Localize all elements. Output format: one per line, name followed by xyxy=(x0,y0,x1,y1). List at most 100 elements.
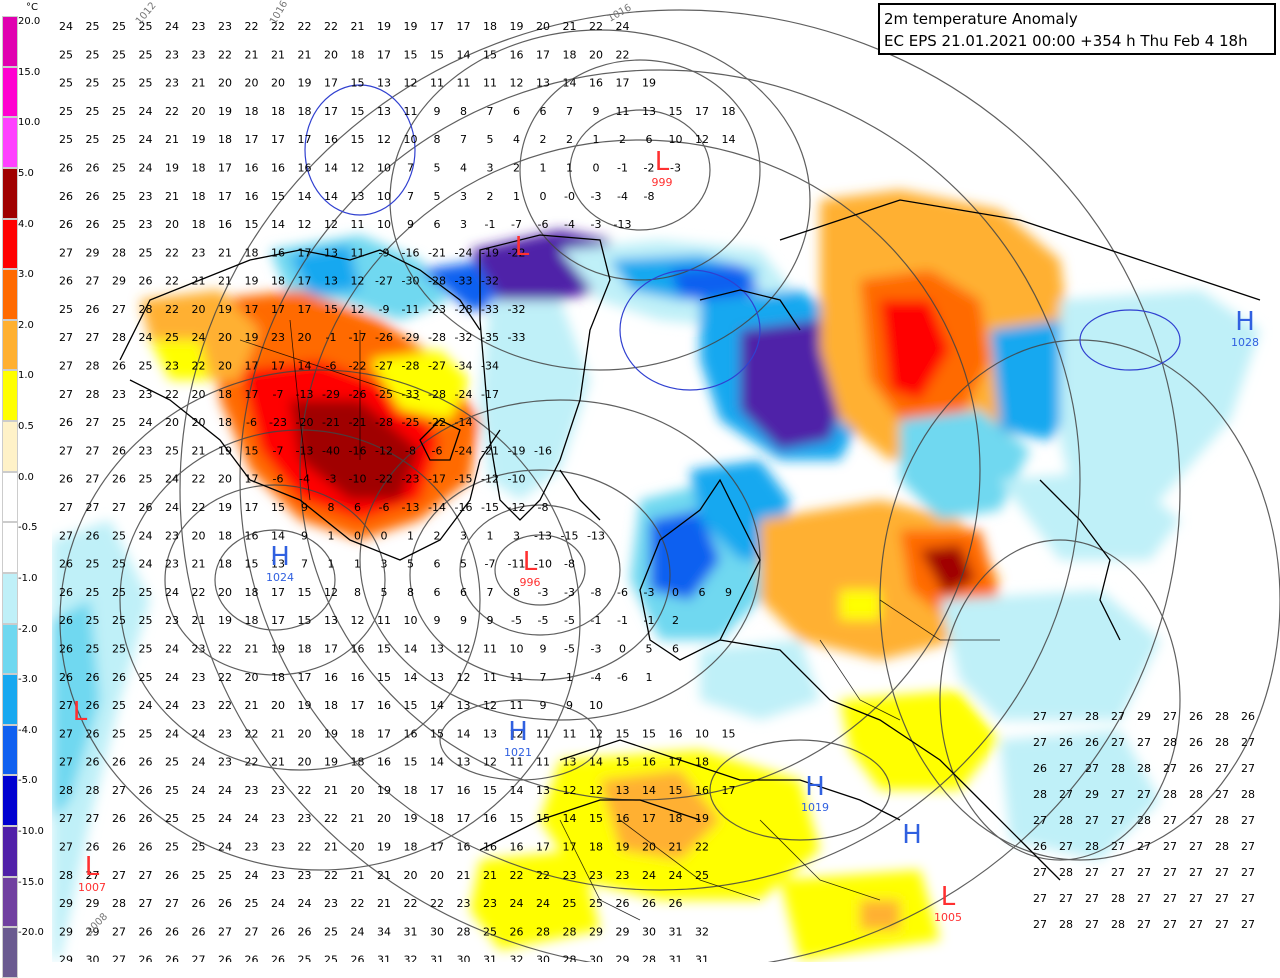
grid-value: 26 xyxy=(112,473,126,486)
grid-value: 32 xyxy=(695,925,709,938)
grid-value: 21 xyxy=(351,869,365,882)
grid-value: 29 xyxy=(616,954,630,962)
grid-value: 17 xyxy=(298,133,312,146)
grid-value: 26 xyxy=(669,897,683,910)
grid-value: 29 xyxy=(112,275,126,288)
grid-value: 11 xyxy=(563,727,577,740)
grid-value: 4 xyxy=(513,133,520,146)
grid-value: 26 xyxy=(112,360,126,373)
grid-value: 16 xyxy=(377,756,391,769)
grid-value: -5 xyxy=(564,642,575,655)
grid-value: 15 xyxy=(483,48,497,61)
grid-value: 1 xyxy=(540,161,547,174)
grid-value: 24 xyxy=(192,784,206,797)
legend-swatch xyxy=(2,218,18,270)
grid-value: 20 xyxy=(324,48,338,61)
grid-value: 27 xyxy=(1163,710,1177,723)
grid-value: 21 xyxy=(298,48,312,61)
grid-value: 15 xyxy=(642,727,656,740)
grid-value: -15 xyxy=(481,501,499,514)
grid-value: 14 xyxy=(324,161,338,174)
grid-value: 31 xyxy=(404,925,418,938)
grid-value: 20 xyxy=(218,586,232,599)
grid-value: 15 xyxy=(245,218,259,231)
grid-value: 22 xyxy=(404,897,418,910)
grid-value: 26 xyxy=(298,925,312,938)
grid-value: 6 xyxy=(434,218,441,231)
grid-value: 25 xyxy=(139,246,153,259)
grid-value: -33 xyxy=(455,275,473,288)
grid-value: 23 xyxy=(192,642,206,655)
grid-value: 17 xyxy=(377,727,391,740)
grid-value: 25 xyxy=(139,586,153,599)
grid-value: 20 xyxy=(271,77,285,90)
grid-value: 24 xyxy=(510,897,524,910)
grid-value: 7 xyxy=(540,671,547,684)
legend-label: 5.0 xyxy=(18,167,34,179)
grid-value: -13 xyxy=(587,529,605,542)
grid-value: 9 xyxy=(487,614,494,627)
grid-value: 14 xyxy=(722,133,736,146)
grid-value: 14 xyxy=(642,784,656,797)
grid-value: 27 xyxy=(112,784,126,797)
grid-value: 18 xyxy=(589,841,603,854)
grid-value: 25 xyxy=(112,699,126,712)
legend-swatch xyxy=(2,269,18,320)
grid-value: 22 xyxy=(245,727,259,740)
grid-value: 14 xyxy=(510,784,524,797)
grid-value: 25 xyxy=(139,642,153,655)
grid-value: 27 xyxy=(59,756,73,769)
grid-value: 23 xyxy=(165,360,179,373)
high-pressure-marker: H xyxy=(902,820,922,850)
grid-value: 28 xyxy=(1137,762,1151,775)
grid-value: 0 xyxy=(619,642,626,655)
grid-value: 14 xyxy=(563,812,577,825)
grid-value: -34 xyxy=(481,360,499,373)
grid-value: 27 xyxy=(192,954,206,962)
grid-value: 7 xyxy=(407,161,414,174)
grid-value: 23 xyxy=(271,784,285,797)
grid-value: 17 xyxy=(324,105,338,118)
grid-value: 17 xyxy=(430,20,444,33)
grid-value: 23 xyxy=(139,190,153,203)
grid-value: 16 xyxy=(483,812,497,825)
grid-value: -19 xyxy=(481,246,499,259)
grid-value: 12 xyxy=(324,586,338,599)
grid-value: 26 xyxy=(112,444,126,457)
grid-value: 24 xyxy=(642,869,656,882)
grid-value: -3 xyxy=(564,586,575,599)
grid-value: 27 xyxy=(1215,788,1229,801)
grid-value: 28 xyxy=(1163,788,1177,801)
grid-value: 27 xyxy=(1163,814,1177,827)
grid-value: 2 xyxy=(513,161,520,174)
grid-value: 17 xyxy=(536,48,550,61)
grid-value: 11 xyxy=(483,642,497,655)
grid-value: 1 xyxy=(513,190,520,203)
grid-value: -19 xyxy=(508,444,526,457)
grid-value: 19 xyxy=(192,133,206,146)
grid-value: -26 xyxy=(375,331,393,344)
grid-value: 26 xyxy=(86,841,100,854)
grid-value: 25 xyxy=(112,586,126,599)
grid-value: -34 xyxy=(455,360,473,373)
grid-value: 27 xyxy=(59,331,73,344)
grid-value: 15 xyxy=(271,501,285,514)
grid-value: 12 xyxy=(404,77,418,90)
grid-value: 13 xyxy=(536,784,550,797)
grid-value: 25 xyxy=(112,614,126,627)
grid-value: 23 xyxy=(218,727,232,740)
grid-value: 26 xyxy=(139,954,153,962)
grid-value: 23 xyxy=(192,48,206,61)
grid-value: 26 xyxy=(510,925,524,938)
grid-value: 29 xyxy=(1085,788,1099,801)
grid-value: -24 xyxy=(455,444,473,457)
grid-value: 13 xyxy=(377,77,391,90)
grid-value: 25 xyxy=(112,20,126,33)
grid-value: 18 xyxy=(298,642,312,655)
grid-value: 20 xyxy=(298,756,312,769)
grid-value: -13 xyxy=(296,444,314,457)
grid-value: 25 xyxy=(112,190,126,203)
grid-value: 22 xyxy=(218,671,232,684)
grid-value: 10 xyxy=(377,161,391,174)
grid-value: 18 xyxy=(404,841,418,854)
